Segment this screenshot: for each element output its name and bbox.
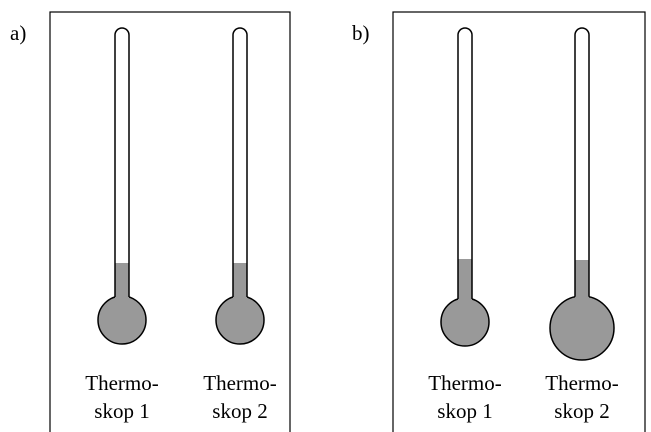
thermoscope-label: Thermo- xyxy=(545,371,618,395)
liquid-column xyxy=(458,259,472,322)
liquid-column xyxy=(575,260,589,328)
thermoscope-label: skop 2 xyxy=(554,399,609,423)
thermoscope-label: Thermo- xyxy=(428,371,501,395)
thermoscope-tube xyxy=(114,27,130,298)
panel-frame xyxy=(392,11,646,432)
panel-label: b) xyxy=(352,21,370,45)
thermoscope-label: skop 1 xyxy=(437,399,492,423)
thermoscope-label: skop 1 xyxy=(94,399,149,423)
panel-frame xyxy=(49,11,291,432)
panel-label: a) xyxy=(10,21,26,45)
thermoscope-label: skop 2 xyxy=(212,399,267,423)
thermoscope-tube xyxy=(574,27,590,297)
thermoscope-label: Thermo- xyxy=(203,371,276,395)
thermoscope-label: Thermo- xyxy=(85,371,158,395)
liquid-column xyxy=(233,263,247,320)
liquid-column xyxy=(115,263,129,320)
thermoscope-tube xyxy=(457,27,473,300)
thermoscope-tube xyxy=(232,27,248,298)
